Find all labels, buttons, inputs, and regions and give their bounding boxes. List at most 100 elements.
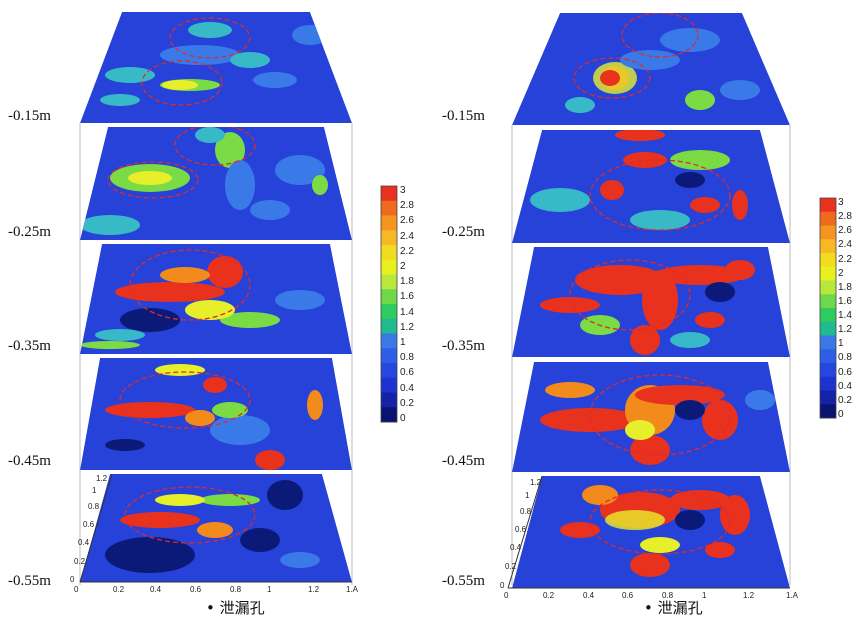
left-depth-label-1: -0.25m bbox=[8, 224, 51, 240]
left-slice-2-blob-7 bbox=[312, 175, 328, 195]
right-slice-4 bbox=[512, 362, 790, 472]
left-slice-2-leak-circle-1 bbox=[174, 127, 256, 166]
left-colorbar-swatch-5 bbox=[381, 259, 397, 275]
left-colorbar-label-0: 3 bbox=[400, 185, 406, 196]
right-slice-3-blob-7 bbox=[725, 260, 755, 280]
right-colorbar-swatch-6 bbox=[820, 280, 836, 295]
right-slice-5-blob-9 bbox=[640, 537, 680, 553]
right-slice-2-leak-circle-0 bbox=[589, 159, 731, 231]
left-colorbar-label-13: 0.4 bbox=[400, 382, 414, 394]
right-slice-3-blob-3 bbox=[540, 297, 600, 313]
right-slice-4-blob-5 bbox=[545, 382, 595, 398]
left-depth-label-2: -0.35m bbox=[8, 338, 51, 354]
left-slice-4 bbox=[80, 358, 352, 470]
right-y-tick-5: 1 bbox=[525, 491, 530, 500]
right-colorbar-swatch-15 bbox=[820, 404, 836, 419]
right-slice-2-blob-5 bbox=[675, 172, 705, 188]
left-colorbar-label-12: 0.6 bbox=[400, 367, 414, 379]
right-colorbar-label-0: 3 bbox=[838, 197, 844, 208]
left-y-tick-3: 0.6 bbox=[83, 520, 95, 529]
left-slice-1-blob-7 bbox=[188, 22, 232, 38]
right-colorbar-label-1: 2.8 bbox=[838, 211, 852, 223]
left-colorbar-swatch-11 bbox=[381, 348, 397, 364]
left-slice-1-blob-1 bbox=[105, 67, 155, 83]
right-colorbar-swatch-2 bbox=[820, 225, 836, 240]
right-colorbar-label-12: 0.6 bbox=[838, 366, 852, 378]
left-slice-1-blob-8 bbox=[162, 80, 198, 90]
right-x-tick-2: 0.4 bbox=[583, 591, 595, 600]
left-slice-5-blob-5 bbox=[200, 494, 260, 506]
right-slice-5-blob-1 bbox=[605, 510, 665, 530]
right-slice-2-blob-7 bbox=[630, 210, 690, 230]
right-colorbar-label-11: 0.8 bbox=[838, 352, 852, 364]
left-slice-1-leak-circle-1 bbox=[141, 60, 223, 106]
right-slice-2-blob-4 bbox=[615, 130, 665, 141]
right-colorbar-swatch-9 bbox=[820, 321, 836, 336]
right-slice-1-blob-3 bbox=[685, 90, 715, 110]
left-slice-5 bbox=[80, 474, 352, 582]
left-colorbar-label-10: 1 bbox=[400, 337, 406, 348]
right-colorbar-label-15: 0 bbox=[838, 409, 844, 420]
right-slice-3-blob-4 bbox=[630, 325, 660, 355]
left-colorbar-label-7: 1.6 bbox=[400, 291, 414, 303]
right-slice-1-blob-7 bbox=[600, 70, 620, 86]
right-y-tick-2: 0.4 bbox=[510, 543, 522, 552]
left-colorbar-label-9: 1.2 bbox=[400, 321, 414, 333]
right-slice-5-leak-circle-0 bbox=[589, 489, 731, 555]
right-colorbar-label-14: 0.2 bbox=[838, 394, 852, 406]
left-colorbar-swatch-3 bbox=[381, 230, 397, 246]
left-slice-2 bbox=[80, 127, 352, 240]
right-slice-1 bbox=[512, 13, 790, 125]
left-x-tick-0: 0 bbox=[74, 585, 79, 594]
left-x-tick-1: 0.2 bbox=[113, 585, 125, 594]
left-slice-4-blob-3 bbox=[105, 439, 145, 451]
left-slice-5-blob-2 bbox=[105, 537, 195, 573]
right-colorbar-label-5: 2 bbox=[838, 267, 844, 279]
right-depth-label-3: -0.45m bbox=[442, 453, 485, 469]
left-x-tick-5: 1 bbox=[267, 585, 272, 594]
left-colorbar-label-15: 0 bbox=[400, 413, 406, 424]
left-slice-2-blob-5 bbox=[80, 215, 140, 235]
left-colorbar-label-2: 2.6 bbox=[400, 215, 414, 227]
left-colorbar-label-6: 1.8 bbox=[400, 276, 414, 288]
left-slice-1-leak-circle-0 bbox=[169, 17, 251, 59]
right-colorbar-swatch-4 bbox=[820, 253, 836, 268]
right-colorbar-label-6: 1.8 bbox=[838, 281, 852, 293]
right-slice-3-blob-0 bbox=[575, 265, 665, 295]
left-slice-2-leak-circle-0 bbox=[107, 161, 199, 199]
right-y-tick-4: 0.8 bbox=[520, 507, 532, 516]
left-depth-label-0: -0.15m bbox=[8, 108, 51, 124]
left-slice-2-blob-4 bbox=[275, 155, 325, 185]
right-colorbar-label-2: 2.6 bbox=[838, 225, 852, 237]
left-slice-4-blob-0 bbox=[105, 402, 195, 418]
left-legend: • 泄漏孔 bbox=[206, 599, 265, 617]
left-colorbar-swatch-10 bbox=[381, 333, 397, 349]
left-slice-4-blob-1 bbox=[203, 377, 227, 393]
left-slice-3-blob-1 bbox=[207, 256, 243, 288]
left-depth-label-4: -0.55m bbox=[8, 573, 51, 589]
left-y-tick-2: 0.4 bbox=[78, 538, 90, 547]
right-colorbar-swatch-12 bbox=[820, 363, 836, 378]
left-slice-3-blob-3 bbox=[120, 308, 180, 332]
left-colorbar-swatch-2 bbox=[381, 215, 397, 231]
left-colorbar-swatch-4 bbox=[381, 245, 397, 261]
left-colorbar-swatch-0 bbox=[381, 186, 397, 202]
left-slice-4-blob-8 bbox=[212, 402, 248, 418]
left-slice-1-blob-5 bbox=[100, 94, 140, 106]
left-colorbar-label-8: 1.4 bbox=[400, 306, 414, 318]
right-depth-label-0: -0.15m bbox=[442, 108, 485, 124]
left-y-tick-6: 1.2 bbox=[96, 474, 108, 483]
right-slice-3-blob-2 bbox=[655, 265, 745, 285]
right-slice-5-blob-4 bbox=[630, 553, 670, 577]
right-slice-3-leak-circle-0 bbox=[569, 259, 691, 331]
right-slice-5-blob-3 bbox=[720, 495, 750, 535]
left-slice-3-blob-5 bbox=[220, 312, 280, 328]
right-x-tick-0: 0 bbox=[504, 591, 509, 600]
right-x-tick-5: 1 bbox=[702, 591, 707, 600]
right-slice-4-blob-3 bbox=[630, 435, 670, 465]
right-colorbar-swatch-0 bbox=[820, 198, 836, 213]
right-slice-5-blob-7 bbox=[705, 542, 735, 558]
left-y-tick-1: 0.2 bbox=[74, 557, 86, 566]
right-legend: • 泄漏孔 bbox=[644, 599, 703, 617]
